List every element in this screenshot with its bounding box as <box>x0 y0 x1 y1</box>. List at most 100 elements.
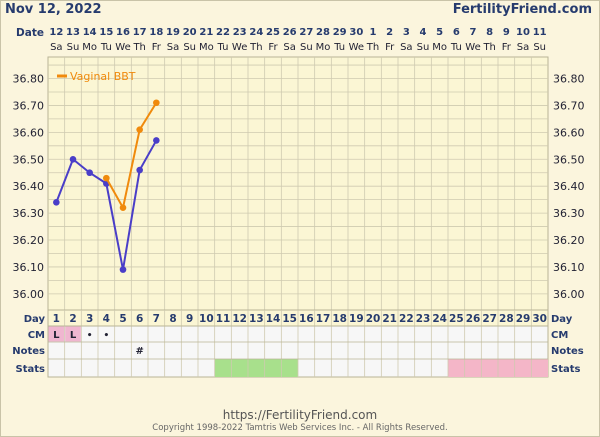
chart-date: Nov 12, 2022 <box>5 2 102 17</box>
y-tick-label-left: 36.80 <box>13 73 45 86</box>
y-tick-label-left: 36.40 <box>13 180 45 193</box>
date-label: 16 <box>116 27 130 38</box>
data-point <box>119 266 127 273</box>
y-tick-label-left: 36.20 <box>13 234 45 247</box>
weekday-label: Sa <box>517 42 529 53</box>
note-marker: # <box>135 346 143 357</box>
date-label: 19 <box>166 27 180 38</box>
data-point <box>153 137 160 144</box>
weekday-label: Sa <box>400 42 412 53</box>
day-number: 29 <box>516 313 531 325</box>
day-number: 24 <box>432 313 447 325</box>
weekday-label: Tu <box>450 42 462 53</box>
data-point <box>69 155 77 163</box>
cm-row-label-right: CM <box>551 330 568 341</box>
date-label: 6 <box>453 27 460 38</box>
day-number: 2 <box>69 313 76 325</box>
date-label: 25 <box>266 27 280 38</box>
footer-url[interactable]: https://FertilityFriend.com <box>222 408 378 422</box>
weekday-label: Mo <box>199 42 214 53</box>
weekday-label: Su <box>300 42 313 53</box>
data-point <box>153 99 160 107</box>
day-number: 3 <box>86 313 93 325</box>
day-number: 15 <box>282 313 297 325</box>
y-tick-label-right: 36.00 <box>553 288 585 301</box>
notes-row-label-right: Notes <box>551 346 584 357</box>
date-label: 5 <box>436 27 443 38</box>
day-number: 13 <box>249 313 264 325</box>
weekday-label: Fr <box>268 42 278 53</box>
day-number: 6 <box>136 313 143 325</box>
weekday-label: Fr <box>385 42 395 53</box>
weekday-label: Su <box>417 42 430 53</box>
data-point <box>136 166 143 174</box>
day-number: 25 <box>449 313 464 325</box>
day-number: 5 <box>119 313 126 325</box>
weekday-label: Mo <box>316 42 331 53</box>
day-number: 17 <box>316 313 331 325</box>
legend-entry: Vaginal BBT <box>70 70 136 83</box>
weekday-label: We <box>232 42 247 53</box>
weekday-label: We <box>465 42 480 53</box>
day-number: 26 <box>466 313 481 325</box>
weekday-label: Th <box>366 42 379 53</box>
cm-value: L <box>70 330 77 341</box>
weekday-label: Th <box>249 42 262 53</box>
day-number: 23 <box>416 313 431 325</box>
series-line <box>105 102 158 211</box>
weekday-label: Mo <box>432 42 447 53</box>
y-tick-label-left: 36.00 <box>13 288 45 301</box>
date-label: 22 <box>216 27 230 38</box>
y-tick-label-right: 36.50 <box>553 153 585 166</box>
weekday-label: Th <box>132 42 145 53</box>
weekday-label: Th <box>482 42 495 53</box>
weekday-label: Sa <box>50 42 62 53</box>
y-tick-label-left: 36.60 <box>13 126 45 139</box>
y-tick-label-right: 36.40 <box>553 180 585 193</box>
y-tick-label-left: 36.50 <box>13 153 45 166</box>
y-tick-label-left: 36.10 <box>13 261 45 274</box>
data-point <box>103 174 110 182</box>
date-label: 30 <box>349 27 363 38</box>
date-label: 21 <box>199 27 213 38</box>
weekday-label: Mo <box>82 42 97 53</box>
day-number: 1 <box>53 313 60 325</box>
day-number: 18 <box>332 313 347 325</box>
data-point <box>119 204 127 212</box>
day-number: 9 <box>186 313 193 325</box>
weekday-label: Tu <box>100 42 112 53</box>
date-label: 12 <box>49 27 63 38</box>
cm-highlight <box>48 326 65 342</box>
day-number: 22 <box>399 313 414 325</box>
date-label: 10 <box>516 27 530 38</box>
date-label: 23 <box>233 27 247 38</box>
day-number: 4 <box>103 313 110 325</box>
date-label: 11 <box>533 27 547 38</box>
day-number: 27 <box>482 313 497 325</box>
date-label: 15 <box>99 27 113 38</box>
cm-value: • <box>103 331 109 341</box>
cm-row-label-left: CM <box>28 330 45 341</box>
y-tick-label-left: 36.70 <box>13 99 45 112</box>
y-tick-label-right: 36.30 <box>553 207 585 220</box>
site-name: FertilityFriend.com <box>452 2 592 17</box>
date-label: 18 <box>149 27 163 38</box>
y-tick-label-right: 36.10 <box>553 261 585 274</box>
y-tick-label-right: 36.80 <box>553 73 585 86</box>
day-number: 8 <box>169 313 176 325</box>
y-tick-label-left: 36.30 <box>13 207 45 220</box>
day-number: 10 <box>199 313 214 325</box>
day-number: 20 <box>366 313 381 325</box>
data-point <box>136 126 143 133</box>
weekday-label: We <box>349 42 364 53</box>
day-number: 12 <box>232 313 247 325</box>
weekday-label: Fr <box>152 42 162 53</box>
date-label: 20 <box>183 27 197 38</box>
weekday-label: Sa <box>283 42 295 53</box>
footer-copyright: Copyright 1998-2022 Tamtris Web Services… <box>152 423 448 433</box>
notes-row-label-left: Notes <box>12 346 45 357</box>
day-number: 11 <box>216 313 231 325</box>
date-label: 7 <box>470 27 477 38</box>
day-number: 30 <box>532 313 547 325</box>
